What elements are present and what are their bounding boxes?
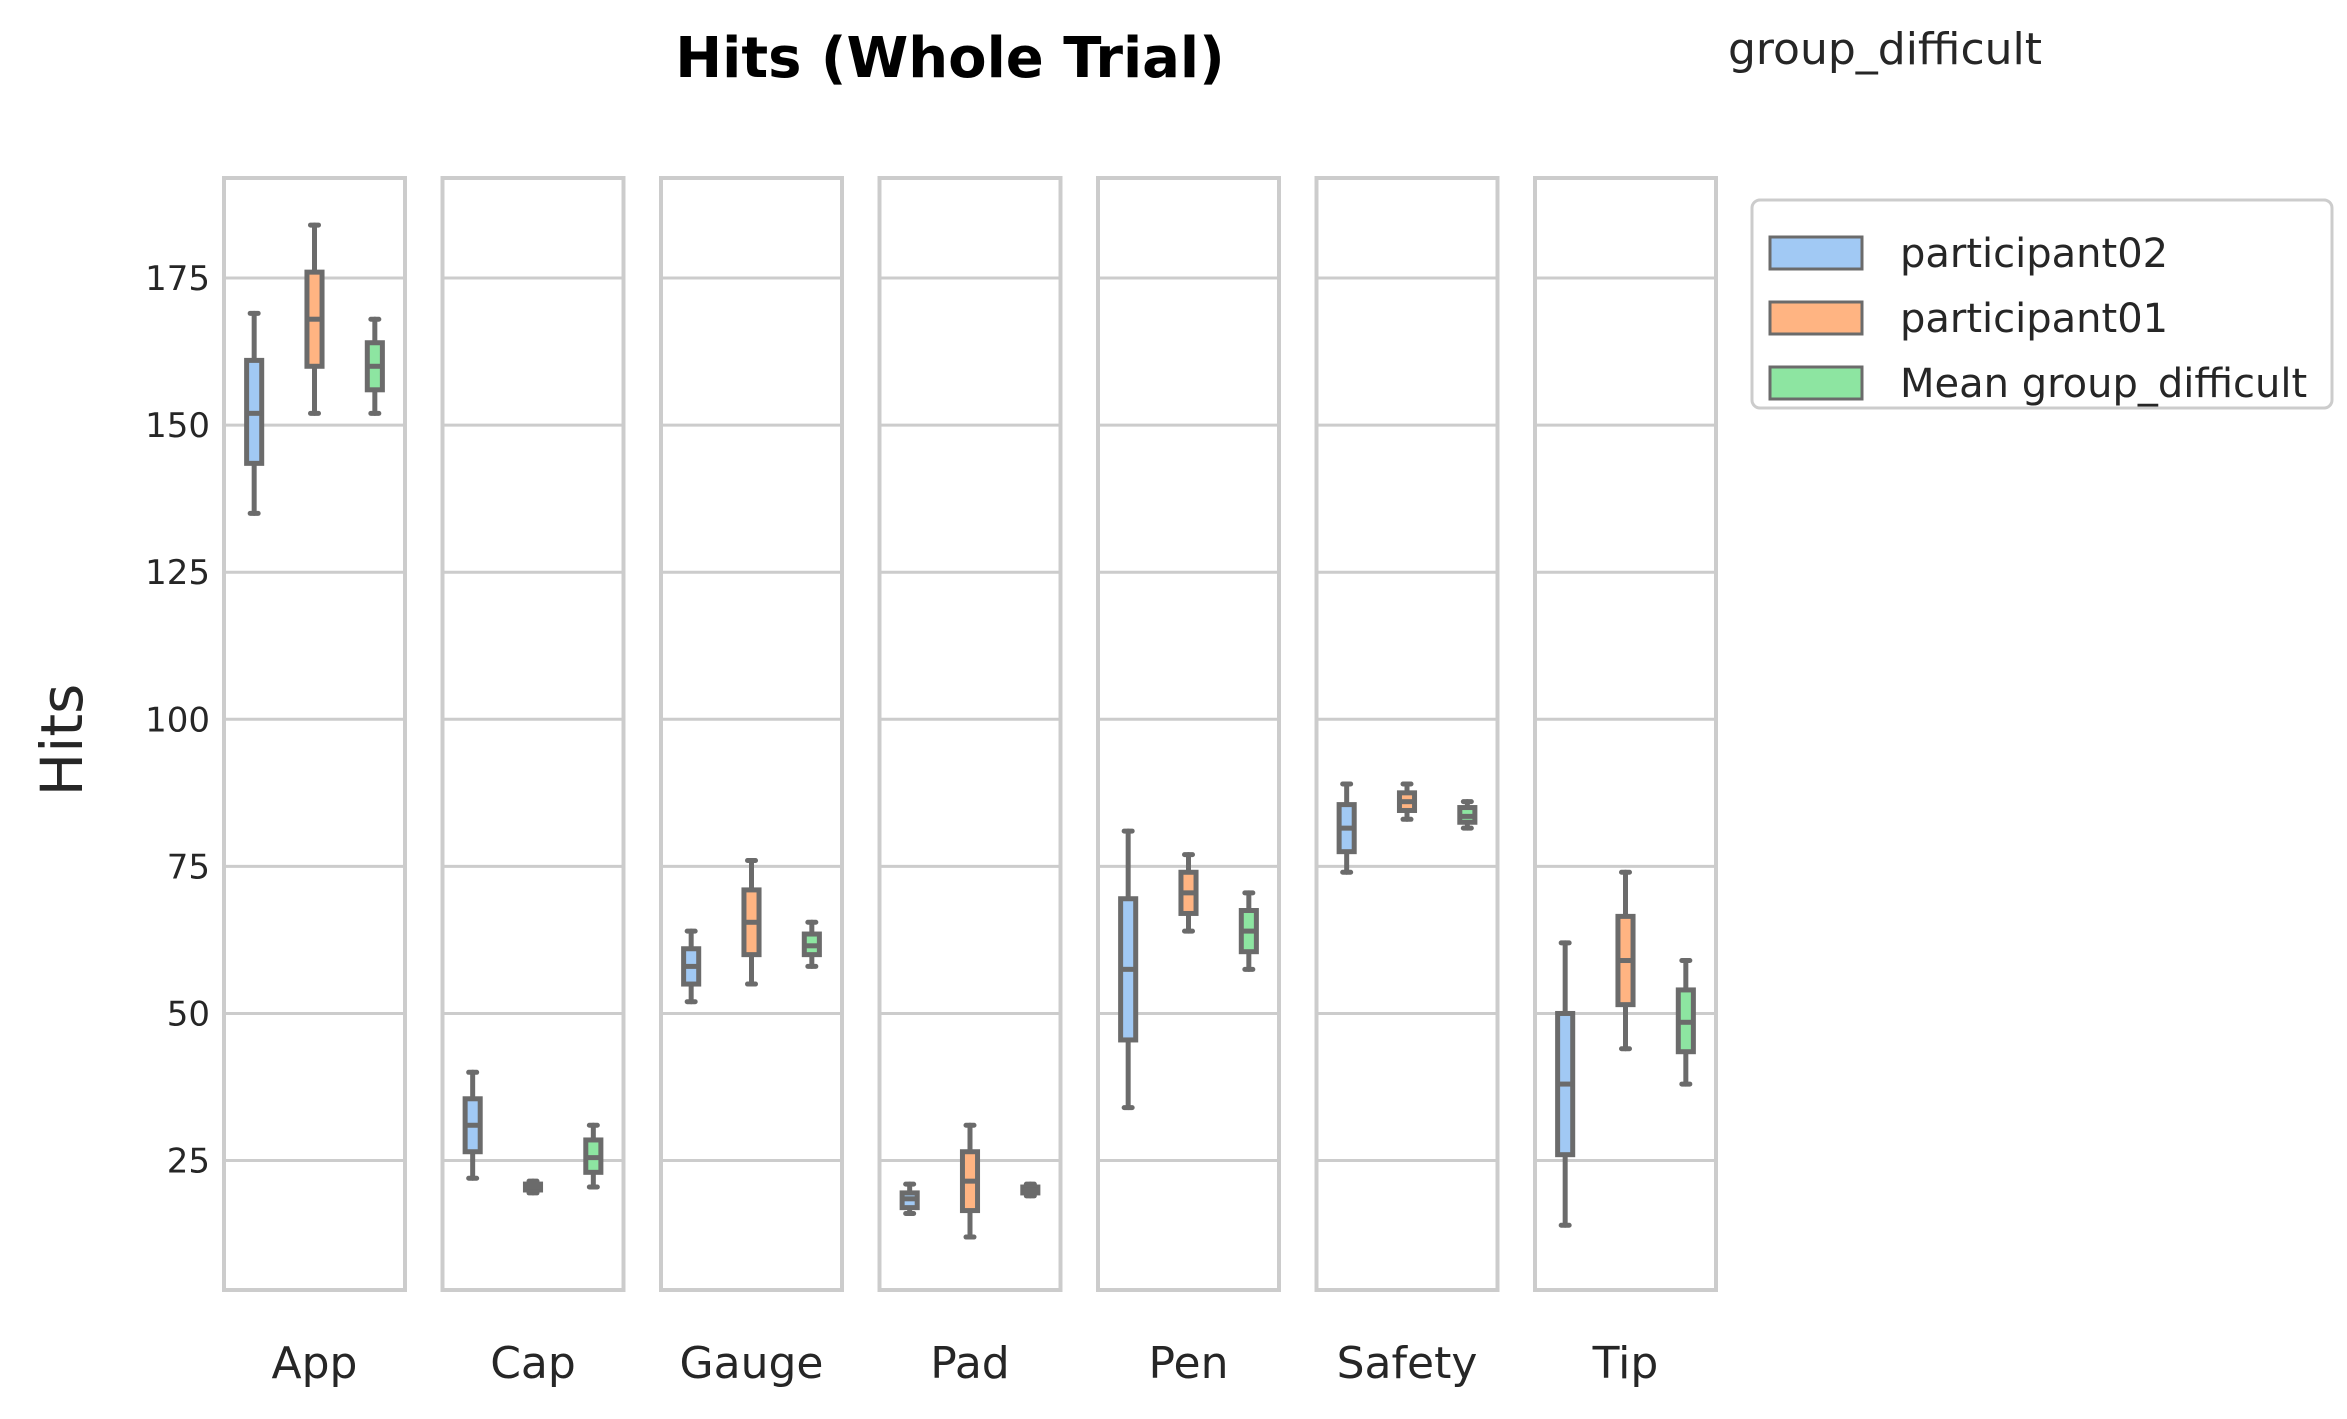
- box-app-mean-group_difficult: [364, 316, 385, 416]
- facet-panel-safety: Safety: [1314, 176, 1500, 1389]
- legend-label: Mean group_difficult: [1900, 361, 2307, 407]
- legend-entry: Mean group_difficult: [1768, 361, 2307, 407]
- legend-frame: [1750, 198, 2334, 410]
- legend-entry: participant02: [1768, 231, 2168, 277]
- facet-panels: App Cap Gauge Pad Pen Safety Tip: [222, 176, 1718, 1389]
- facet-panel-pad: Pad: [877, 176, 1063, 1389]
- x-category-label: App: [272, 1338, 358, 1389]
- box-cap-participant02: [462, 1069, 483, 1181]
- facet-panel-gauge: Gauge: [659, 176, 844, 1389]
- panel-frame: [440, 176, 626, 1292]
- x-category-label: Cap: [490, 1338, 576, 1389]
- box-gauge-participant02: [681, 928, 702, 1005]
- x-category-label: Pad: [930, 1338, 1009, 1389]
- box-app-participant01: [304, 222, 325, 416]
- box-pad-mean-group_difficult: [1020, 1181, 1041, 1199]
- y-axis-label: Hits: [28, 684, 96, 797]
- panel-frame: [1096, 176, 1281, 1292]
- x-category-label: Tip: [1592, 1338, 1659, 1389]
- facet-panel-pen: Pen: [1096, 176, 1281, 1389]
- legend-label: participant01: [1900, 296, 2168, 342]
- y-tick-label-100: 100: [145, 700, 210, 740]
- box-tip-mean-group_difficult: [1675, 958, 1696, 1087]
- panel-frame: [1314, 176, 1500, 1292]
- legend-label: participant02: [1900, 231, 2168, 277]
- panel-frame: [659, 176, 844, 1292]
- facet-panel-app: App: [222, 176, 407, 1389]
- box-cap-mean-group_difficult: [583, 1122, 604, 1190]
- panel-frame: [1533, 176, 1718, 1292]
- y-tick-labels: 25 50 75 100 125 150 175: [145, 259, 210, 1182]
- box-safety-participant01: [1396, 781, 1418, 822]
- x-category-label: Gauge: [680, 1338, 824, 1389]
- y-tick-label-150: 150: [145, 406, 210, 446]
- box-pen-mean-group_difficult: [1238, 890, 1259, 972]
- box-safety-participant02: [1336, 781, 1357, 875]
- panel-frame: [877, 176, 1063, 1292]
- x-category-label: Pen: [1149, 1338, 1229, 1389]
- y-tick-label-175: 175: [145, 259, 210, 299]
- legend-entry: participant01: [1768, 296, 2168, 342]
- legend: group_difficult participant02 participant…: [1728, 24, 2334, 410]
- facet-panel-cap: Cap: [440, 176, 626, 1389]
- y-tick-label-75: 75: [167, 847, 210, 887]
- panel-frame: [222, 176, 407, 1292]
- x-category-label: Safety: [1337, 1338, 1478, 1389]
- box-pen-participant01: [1178, 852, 1199, 934]
- box-safety-mean-group_difficult: [1457, 799, 1478, 831]
- box-cap-participant01: [522, 1178, 544, 1196]
- legend-swatch: [1768, 365, 1864, 401]
- box-app-participant02: [244, 310, 265, 516]
- box-gauge-mean-group_difficult: [801, 919, 822, 969]
- y-tick-label-125: 125: [145, 553, 210, 593]
- box-tip-participant01: [1615, 869, 1636, 1052]
- box-pad-participant02: [899, 1181, 920, 1217]
- box-gauge-participant01: [741, 857, 762, 987]
- box-pad-participant01: [959, 1122, 981, 1240]
- box-tip-participant02: [1555, 940, 1576, 1228]
- legend-swatch: [1768, 235, 1864, 271]
- box-pen-participant02: [1118, 828, 1139, 1111]
- y-tick-label-25: 25: [167, 1142, 210, 1182]
- legend-title: group_difficult: [1728, 24, 2042, 75]
- y-tick-label-50: 50: [167, 994, 210, 1034]
- legend-swatch: [1768, 300, 1864, 336]
- chart-title: Hits (Whole Trial): [675, 26, 1224, 91]
- facet-panel-tip: Tip: [1533, 176, 1718, 1389]
